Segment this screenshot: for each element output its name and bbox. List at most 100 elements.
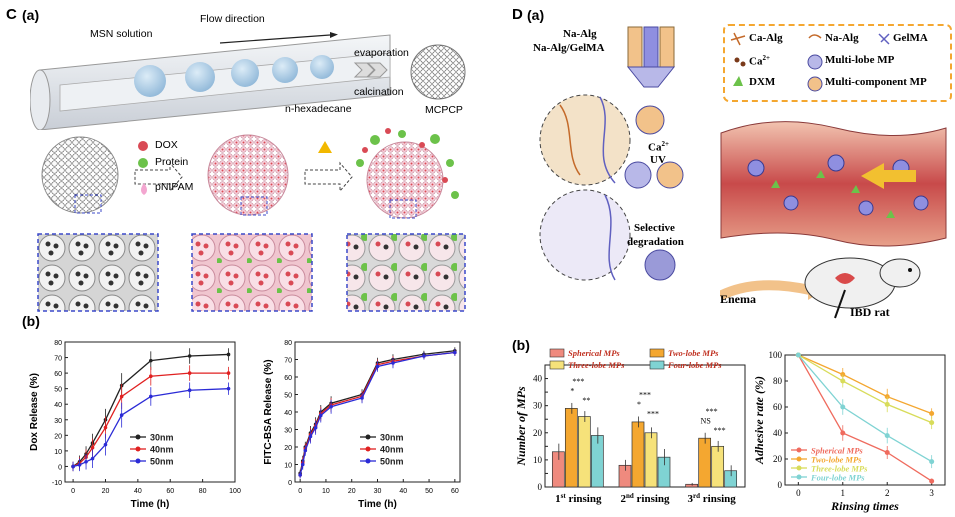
ca-uv-label: Ca2+ — [648, 140, 669, 154]
y-tick-label: 30 — [533, 401, 543, 411]
series-line — [299, 351, 455, 476]
data-point — [840, 378, 846, 384]
legend-gelma: GelMA — [893, 32, 928, 44]
na-alg-symbol-icon — [808, 34, 822, 39]
dox-dot — [138, 141, 148, 151]
category-rest: rinsing — [634, 493, 670, 505]
x-tick-label: 20 — [102, 488, 110, 495]
rat-intestine — [835, 273, 855, 284]
data-point — [300, 462, 305, 467]
data-point — [422, 354, 426, 358]
microfluidic-tube-illustration — [30, 32, 466, 130]
y-tick-label: 20 — [54, 433, 62, 440]
dox-release-chart: 0 20 40 60 80 100 -10 0 10 20 30 40 50 60 70 80 Time (h)… — [29, 340, 241, 510]
process-arrow-2 — [304, 161, 353, 193]
legend-multilobe: Multi-lobe MP — [825, 54, 895, 66]
significance-mark: *** — [714, 426, 726, 435]
y-tick-label: 40 — [773, 428, 783, 438]
x-tick-label: 80 — [199, 488, 207, 495]
legend-label: Four-lobe MPs — [810, 473, 865, 483]
y-tick-label: 50 — [284, 393, 292, 400]
data-point — [884, 401, 890, 407]
protein-cluster — [138, 158, 148, 168]
category-label: 2nd rinsing — [620, 492, 670, 505]
process-arrow-1 — [134, 161, 183, 193]
x-tick-label: 10 — [322, 488, 330, 495]
y-tick-label: 80 — [284, 340, 292, 347]
dox-label: DOX — [155, 139, 178, 151]
data-point — [187, 388, 192, 393]
loading-process-illustration — [41, 128, 459, 219]
significance-mark: *** — [647, 410, 659, 419]
data-point — [149, 394, 153, 399]
y-tick-label: 100 — [769, 350, 783, 360]
rat-illustration — [720, 257, 921, 319]
intestine-wall — [720, 121, 947, 247]
panel-c-sub-a: (a) — [22, 7, 40, 23]
multilobe-particle-2 — [624, 161, 652, 189]
zoom-panel-release — [346, 233, 466, 312]
msn-sphere — [41, 136, 119, 214]
ibd-pointer — [834, 289, 846, 319]
degraded-particle — [644, 249, 676, 281]
bar — [577, 416, 591, 488]
protein-label: Protein — [155, 156, 189, 168]
panel-c: C (a) MSN solution Flow direction evap — [0, 0, 470, 517]
category-label: 3rd rinsing — [688, 492, 737, 505]
y-tick-label: 60 — [54, 371, 62, 378]
y-tick-label: 80 — [773, 376, 783, 386]
dxm-particles — [771, 170, 895, 218]
bar — [711, 445, 725, 488]
x-tick-label: 100 — [229, 488, 241, 495]
data-point — [329, 404, 333, 409]
bar — [590, 435, 604, 488]
data-point — [929, 420, 935, 426]
rat-body — [804, 257, 896, 309]
category-suffix: rd — [693, 492, 700, 500]
legend-label: 50nm — [380, 457, 404, 467]
significance-mark: *** — [639, 391, 651, 400]
panel-d-sub-a: (a) — [527, 7, 545, 23]
category-suffix: nd — [626, 492, 634, 500]
nozzle-icon — [626, 26, 676, 88]
n-hexadecane-label: n-hexadecane — [285, 103, 352, 115]
ibd-rat-label: IBD rat — [850, 305, 890, 319]
data-point — [226, 352, 231, 357]
legend-label: 30nm — [380, 433, 404, 443]
multilobe-symbol-icon — [807, 54, 823, 70]
flow-arrow — [219, 34, 331, 44]
selective-label: Selective — [634, 222, 675, 234]
y-tick-label: 40 — [54, 402, 62, 409]
panel-d-letter: D — [512, 6, 523, 23]
legend-label: 50nm — [150, 457, 174, 467]
y-axis-label: Number of MPs — [514, 386, 528, 467]
legend-label: Four-lobe MPs — [667, 360, 722, 370]
data-point — [90, 445, 95, 450]
y-tick-label: 60 — [284, 375, 292, 382]
category-number: 3 — [688, 493, 694, 505]
data-point — [298, 473, 302, 477]
x-tick-label: 30 — [374, 488, 382, 495]
zoom-circle-degraded — [539, 189, 631, 281]
x-tick-label: 20 — [348, 488, 356, 495]
y-tick-label: 20 — [284, 445, 292, 452]
bar — [644, 432, 658, 488]
evaporation-label: evaporation — [354, 47, 409, 59]
data-point — [77, 463, 82, 467]
data-point — [375, 364, 380, 369]
series-line — [797, 354, 933, 482]
data-point — [884, 433, 890, 439]
plot-frame — [784, 354, 946, 486]
category-label: 1st rinsing — [555, 492, 602, 505]
series-line — [798, 354, 932, 424]
data-point — [360, 396, 364, 400]
category-number: 1 — [555, 493, 561, 505]
series-line — [798, 354, 932, 415]
legend-marker — [365, 458, 371, 464]
legend-label: Three-lobe MPs — [568, 360, 625, 370]
data-point — [308, 434, 313, 439]
msn-solution-label: MSN solution — [90, 28, 153, 40]
y-tick-label: 30 — [284, 428, 292, 435]
data-point — [929, 459, 935, 465]
